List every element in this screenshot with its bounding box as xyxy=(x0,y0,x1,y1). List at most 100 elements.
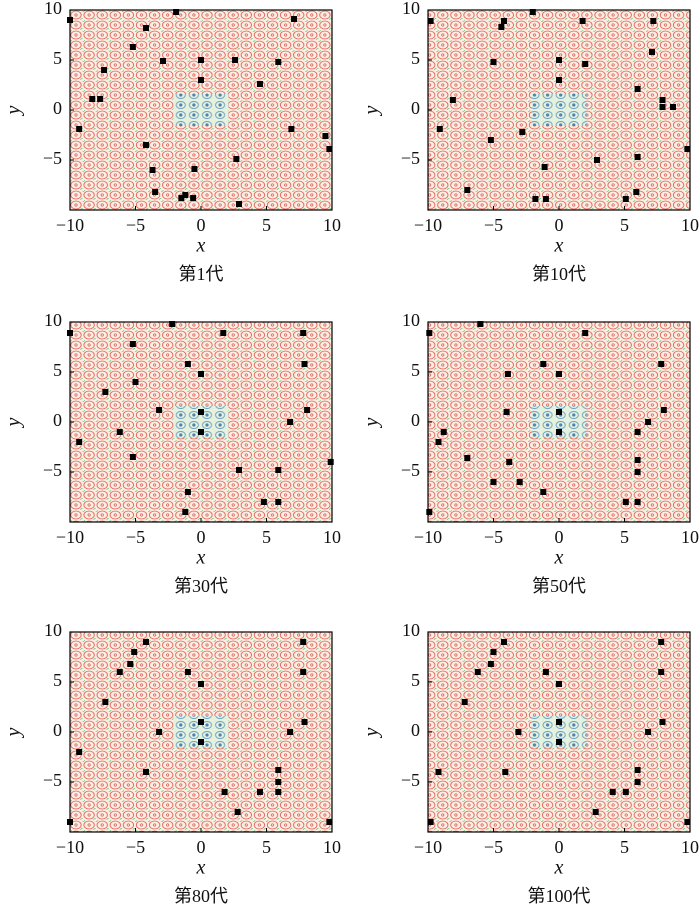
point xyxy=(487,137,494,143)
point xyxy=(556,57,562,63)
point xyxy=(97,96,104,102)
x-tick-label: 0 xyxy=(555,837,564,857)
point xyxy=(142,769,149,775)
point xyxy=(540,489,547,495)
y-tick-label: 10 xyxy=(402,0,420,18)
point xyxy=(101,67,108,73)
point xyxy=(541,164,548,170)
x-axis-label: x xyxy=(554,235,564,257)
y-tick-label: 10 xyxy=(44,0,62,18)
point xyxy=(300,639,307,645)
x-tick-label: −5 xyxy=(126,215,145,235)
y-axis-label: y xyxy=(361,417,383,428)
point xyxy=(650,18,657,24)
point xyxy=(542,669,549,675)
point xyxy=(502,769,509,775)
point xyxy=(184,489,191,495)
point xyxy=(500,18,507,24)
point xyxy=(182,509,189,515)
point xyxy=(426,509,433,515)
point xyxy=(116,669,123,675)
point xyxy=(634,469,641,475)
caption: 第100代 xyxy=(528,886,591,906)
y-tick-label: 10 xyxy=(402,620,420,640)
point xyxy=(474,669,481,675)
x-tick-label: 5 xyxy=(262,837,271,857)
x-tick-label: 0 xyxy=(555,527,564,547)
point xyxy=(287,419,294,425)
point xyxy=(645,729,652,735)
point xyxy=(506,459,513,465)
point xyxy=(275,767,282,773)
y-tick-label: 10 xyxy=(402,310,420,330)
point xyxy=(515,729,522,735)
caption: 第30代 xyxy=(174,576,228,596)
point xyxy=(291,16,298,22)
y-tick-label: 5 xyxy=(53,670,62,690)
point xyxy=(669,104,676,110)
y-tick-label: 0 xyxy=(53,410,62,430)
point xyxy=(435,769,442,775)
point xyxy=(275,499,282,505)
point xyxy=(634,767,641,773)
contour-center xyxy=(173,94,229,126)
point xyxy=(234,809,241,815)
point xyxy=(516,479,523,485)
point xyxy=(288,126,295,132)
point xyxy=(582,330,589,336)
point xyxy=(198,57,204,63)
point xyxy=(649,49,656,55)
y-axis-label: y xyxy=(3,417,25,428)
point xyxy=(487,661,494,667)
point xyxy=(102,389,109,395)
panel: −10 −5 0 5 10 −5 0 5 10 x y 第30代 xyxy=(3,310,341,596)
point xyxy=(235,467,242,473)
point xyxy=(76,126,83,132)
point xyxy=(592,809,599,815)
x-axis-label: x xyxy=(196,857,206,879)
x-tick-label: −5 xyxy=(484,215,503,235)
point xyxy=(326,146,333,152)
x-tick-label: 10 xyxy=(323,837,341,857)
point xyxy=(540,361,547,367)
point xyxy=(634,86,641,92)
point xyxy=(461,699,468,705)
point xyxy=(556,429,562,435)
y-tick-label: −5 xyxy=(43,460,62,480)
point xyxy=(556,739,562,745)
x-tick-label: −5 xyxy=(484,837,503,857)
point xyxy=(582,61,589,67)
point xyxy=(658,669,665,675)
point xyxy=(89,96,96,102)
point xyxy=(304,407,311,413)
point xyxy=(220,330,227,336)
point xyxy=(129,341,136,347)
x-tick-label: 10 xyxy=(681,215,699,235)
x-tick-label: 10 xyxy=(681,837,699,857)
x-tick-label: 10 xyxy=(323,215,341,235)
y-tick-label: −5 xyxy=(401,460,420,480)
point xyxy=(322,133,329,139)
x-tick-label: −10 xyxy=(414,527,442,547)
point xyxy=(301,361,308,367)
point xyxy=(658,639,665,645)
point xyxy=(500,639,507,645)
point xyxy=(287,729,294,735)
x-tick-label: 5 xyxy=(620,837,629,857)
x-tick-label: 0 xyxy=(197,837,206,857)
point xyxy=(440,429,447,435)
point xyxy=(198,371,204,377)
caption: 第10代 xyxy=(532,264,586,284)
point xyxy=(198,739,204,745)
x-tick-label: 5 xyxy=(262,527,271,547)
y-tick-label: 10 xyxy=(44,310,62,330)
point xyxy=(659,97,666,103)
point xyxy=(427,819,434,825)
point xyxy=(327,459,334,465)
point xyxy=(275,467,282,473)
point xyxy=(660,407,667,413)
point xyxy=(152,189,159,195)
point xyxy=(300,669,307,675)
point xyxy=(275,59,282,65)
panel: −10 −5 0 5 10 −5 0 5 10 x y 第10代 xyxy=(361,0,699,284)
